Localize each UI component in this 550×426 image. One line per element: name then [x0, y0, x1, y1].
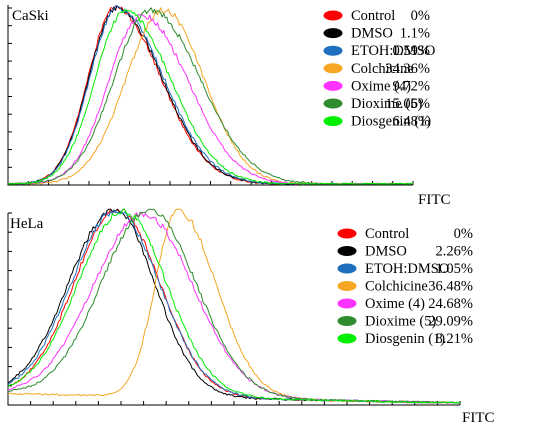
- hela-legend-marker-dioxime-5: [337, 316, 357, 326]
- caski-panel: CaSki FITC Control 0% DMSO 1.1%ETOH:DMSO0.5…: [7, 5, 451, 208]
- caski-legend-label-control: Control: [351, 8, 395, 24]
- hela-axes: [7, 213, 460, 406]
- hela-panel: HeLa FITC Control 0% DMSO 2.26%ETOH:DMSO1.0…: [7, 208, 495, 426]
- caski-legend-label-etoh-dmso: ETOH:DMSO: [351, 43, 435, 59]
- hela-legend-marker-colchicine: [337, 281, 357, 291]
- hela-series-oxime-4: [7, 211, 460, 404]
- hela-series-diosgenin-1: [7, 208, 461, 404]
- hela-legend-label-control: Control: [365, 226, 409, 242]
- caski-curves: [7, 5, 414, 185]
- caski-legend-percent-diosgenin-1: 6.48%: [393, 114, 430, 130]
- caski-legend-percent-control: 0%: [411, 8, 430, 24]
- hela-legend-label-dioxime-5: Dioxime (5): [365, 314, 436, 330]
- hela-legend-label-etoh-dmso: ETOH:DMSO: [365, 261, 449, 277]
- caski-series-diosgenin-1: [7, 8, 414, 185]
- caski-legend-label-dmso: DMSO: [351, 26, 393, 42]
- hela-legend-label-diosgenin-1: Diosgenin (1): [365, 331, 445, 347]
- hela-legend-marker-etoh-dmso: [337, 263, 357, 274]
- hela-legend-marker-control: [337, 228, 357, 239]
- hela-panel-label: HeLa: [10, 216, 44, 232]
- caski-legend-marker-colchicine: [323, 63, 343, 74]
- caski-legend-percent-colchicine: 34.36%: [385, 61, 430, 77]
- caski-x-axis-label: FITC: [418, 192, 451, 208]
- hela-ticks: [8, 212, 461, 405]
- hela-legend-label-dmso: DMSO: [365, 244, 407, 260]
- caski-legend-marker-dioxime-5: [323, 98, 343, 109]
- caski-legend-percent-dmso: 1.1%: [400, 26, 430, 42]
- hela-curves: [7, 208, 461, 404]
- hela-legend-label-colchicine: Colchicine: [365, 279, 428, 295]
- hela-x-axis-label: FITC: [462, 410, 495, 426]
- caski-legend-marker-dmso: [323, 28, 343, 39]
- caski-legend-label-dioxime-5: Dioxime (5): [351, 96, 422, 112]
- caski-legend-label-diosgenin-1: Diosgenin (1): [351, 114, 431, 130]
- caski-legend-marker-control: [323, 10, 343, 21]
- caski-legend-marker-oxime-4: [323, 80, 343, 91]
- hela-series-dioxime-5: [7, 208, 461, 404]
- caski-legend-percent-dioxime-5: 15.06%: [385, 96, 430, 112]
- caski-legend-percent-oxime-4: 9.72%: [393, 78, 430, 94]
- caski-panel-label: CaSki: [12, 8, 49, 24]
- hela-legend-percent-diosgenin-1: 8.21%: [436, 331, 473, 347]
- caski-legend-label-colchicine: Colchicine: [351, 61, 414, 77]
- hela-legend-percent-control: 0%: [454, 226, 473, 242]
- hela-legend-percent-dmso: 2.26%: [436, 244, 473, 260]
- caski-legend-marker-diosgenin-1: [323, 116, 343, 127]
- hela-legend-marker-dmso: [337, 246, 357, 256]
- caski-axes: [7, 5, 413, 186]
- caski-legend-marker-etoh-dmso: [323, 45, 343, 56]
- hela-legend-marker-oxime-4: [337, 298, 357, 309]
- hela-legend-percent-etoh-dmso: 1.05%: [436, 261, 473, 277]
- hela-legend-label-oxime-4: Oxime (4): [365, 296, 425, 312]
- hela-legend-percent-oxime-4: 24.68%: [428, 296, 473, 312]
- hela-legend-percent-colchicine: 36.48%: [428, 279, 473, 295]
- caski-legend-label-oxime-4: Oxime (4): [351, 78, 411, 94]
- hela-legend-percent-dioxime-5: 29.09%: [428, 314, 473, 330]
- hela-legend-marker-diosgenin-1: [337, 333, 357, 344]
- caski-legend-percent-etoh-dmso: 0.59%: [393, 43, 430, 59]
